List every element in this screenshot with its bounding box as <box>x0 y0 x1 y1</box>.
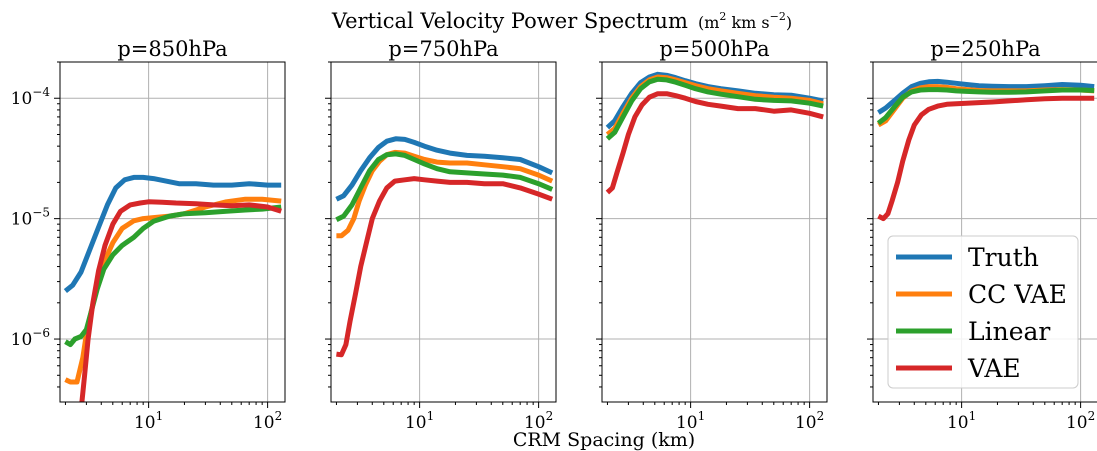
legend-label: VAE <box>967 354 1021 383</box>
series-line-linear <box>335 151 554 222</box>
series-line-vae <box>877 95 1095 222</box>
figure-title-units-sup2: −2 <box>770 10 786 23</box>
panel-title: p=750hPa <box>388 37 498 61</box>
panel-3: 101 102 p=500hPa <box>596 37 828 433</box>
legend: Truth CC VAE Linear VAE <box>887 235 1079 389</box>
figure-title-units-mid: km s <box>726 13 769 32</box>
x-tick-label: 102 <box>524 409 553 433</box>
panel-4: 101 102 p=250hPa <box>867 37 1097 433</box>
x-tick-label: 102 <box>795 409 824 433</box>
panel-1: 101 102 10−6 10−5 10−4 p=850hPa <box>11 37 286 433</box>
x-tick-label: 102 <box>1066 409 1095 433</box>
y-tick-label: 10−5 <box>11 206 50 230</box>
x-tick-label: 102 <box>253 409 282 433</box>
series-line-cc-vae <box>64 196 282 385</box>
series-line-truth <box>877 78 1095 115</box>
x-tick-label: 101 <box>676 409 705 433</box>
x-tick-label: 101 <box>405 409 434 433</box>
series-line-linear <box>64 204 282 348</box>
series-line-vae <box>79 199 282 402</box>
panel-title: p=500hPa <box>659 37 769 61</box>
series-line-linear <box>605 76 824 141</box>
panel-title: p=850hPa <box>117 37 227 61</box>
series-line-truth <box>335 136 554 202</box>
plot-frame <box>601 61 828 403</box>
series-line-truth <box>63 174 282 294</box>
figure-title-units: (m <box>698 13 719 32</box>
legend-label: Truth <box>968 243 1039 272</box>
plot-frame <box>872 61 1097 403</box>
series-line-vae <box>336 176 554 358</box>
y-tick-label: 10−6 <box>11 326 50 350</box>
figure-title-units-sup1: 2 <box>719 10 726 23</box>
x-tick-label: 101 <box>134 409 163 433</box>
legend-label: CC VAE <box>968 280 1067 309</box>
legend-box <box>887 235 1079 389</box>
x-tick-label: 101 <box>947 409 976 433</box>
legend-label: Linear <box>968 317 1050 346</box>
series-group <box>63 174 282 402</box>
figure-title-main: Vertical Velocity Power Spectrum <box>331 9 688 33</box>
plot-frame <box>59 61 286 403</box>
series-group <box>605 71 824 195</box>
series-line-linear <box>876 87 1095 126</box>
panels: 101 102 10−6 10−5 10−4 p=850hPa 101 102 p=750hPa… <box>11 37 1097 433</box>
figure-title-units-end: ) <box>786 13 792 32</box>
series-group <box>876 78 1095 222</box>
series-group <box>335 136 554 358</box>
series-line-vae <box>605 91 824 195</box>
panel-2: 101 102 p=750hPa <box>325 37 557 433</box>
panel-title: p=250hPa <box>930 37 1040 61</box>
plot-frame <box>330 61 557 403</box>
figure-title: Vertical Velocity Power Spectrum (m2 km … <box>331 9 792 33</box>
x-axis-label: CRM Spacing (km) <box>513 429 695 451</box>
y-tick-label: 10−4 <box>11 85 51 109</box>
